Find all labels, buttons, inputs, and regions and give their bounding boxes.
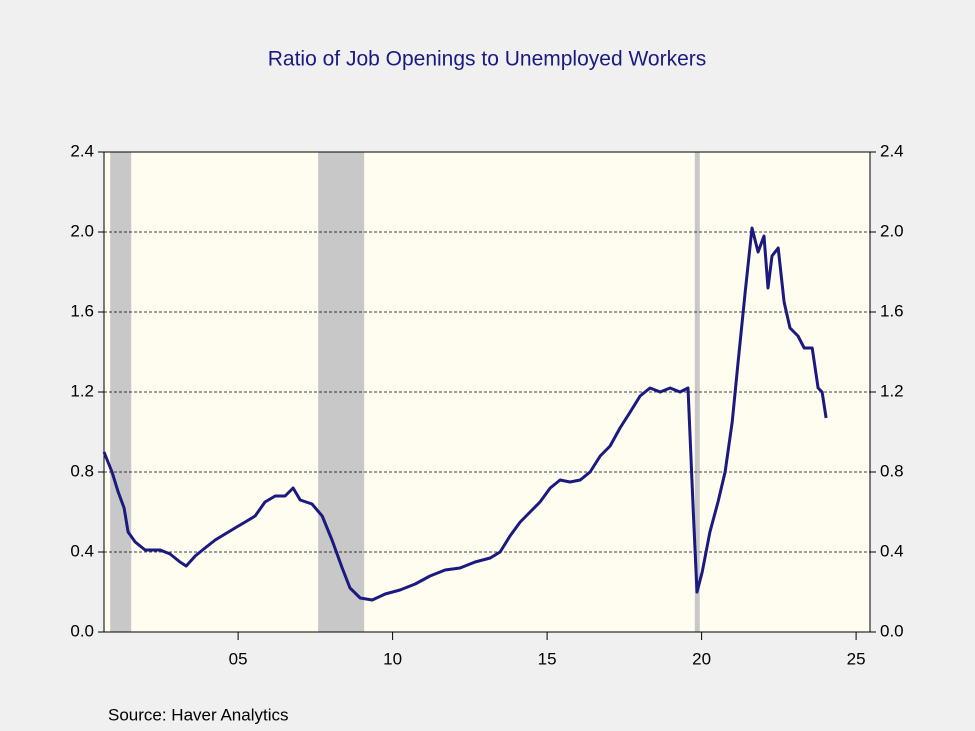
y-tick-label: 1.6 bbox=[70, 301, 94, 320]
plot-frame bbox=[103, 151, 871, 633]
data-line bbox=[102, 226, 828, 602]
x-tick-label: 15 bbox=[538, 649, 557, 668]
x-tick-label: 05 bbox=[229, 649, 248, 668]
source: Source: Haver Analytics bbox=[108, 705, 288, 724]
y2-tick-label: 0.8 bbox=[880, 461, 904, 480]
y2-tick-label: 2.0 bbox=[880, 221, 904, 240]
y-tick-label: 0.4 bbox=[70, 541, 94, 560]
chart-title: Ratio of Job Openings to Unemployed Work… bbox=[268, 48, 707, 71]
y2-tick-label: 1.6 bbox=[880, 301, 904, 320]
y2-tick-label: 2.4 bbox=[880, 141, 904, 160]
y2-tick-label: 0.4 bbox=[880, 541, 904, 560]
y2-tick-label: 1.2 bbox=[880, 381, 904, 400]
x-tick-label: 10 bbox=[383, 649, 402, 668]
y-tick-label: 0.0 bbox=[70, 621, 94, 640]
y2-tick-label: 0.0 bbox=[880, 621, 904, 640]
recession-shade bbox=[694, 152, 700, 632]
y-tick-label: 2.0 bbox=[70, 221, 94, 240]
y-tick-label: 2.4 bbox=[70, 141, 94, 160]
y-tick-label: 0.8 bbox=[70, 461, 94, 480]
y-tick-label: 1.2 bbox=[70, 381, 94, 400]
x-tick-label: 25 bbox=[847, 649, 866, 668]
x-tick-label: 20 bbox=[692, 649, 711, 668]
